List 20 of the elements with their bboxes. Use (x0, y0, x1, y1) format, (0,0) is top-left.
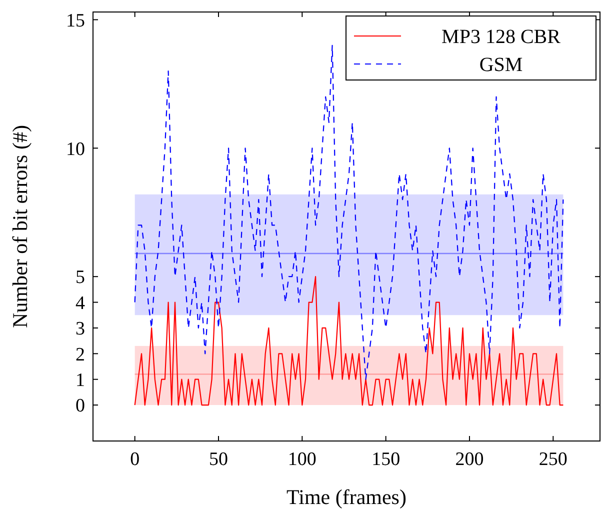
x-tick-label: 50 (208, 449, 228, 470)
legend-label: MP3 128 CBR (442, 26, 562, 48)
line-series (134, 276, 564, 406)
x-tick-label: 250 (538, 449, 568, 470)
y-tick-label: 0 (76, 396, 85, 417)
y-tick-label: 2 (76, 344, 85, 366)
x-tick-label: 150 (372, 449, 400, 470)
line-series (134, 44, 564, 380)
x-tick-label: 100 (288, 449, 316, 470)
y-tick-label: 5 (76, 267, 85, 288)
y-tick-label: 1 (76, 370, 85, 391)
x-tick-label: 200 (455, 449, 484, 470)
x-tick-label: 0 (130, 449, 140, 470)
x-axis-title: Time (frames) (286, 485, 406, 509)
y-tick-label: 15 (66, 10, 85, 32)
y-tick-label: 4 (76, 292, 86, 314)
y-tick-label: 3 (76, 318, 85, 340)
y-axis-title: Number of bit errors (#) (8, 125, 32, 328)
y-tick-label: 10 (66, 138, 85, 160)
series-label: GSM (479, 54, 523, 76)
